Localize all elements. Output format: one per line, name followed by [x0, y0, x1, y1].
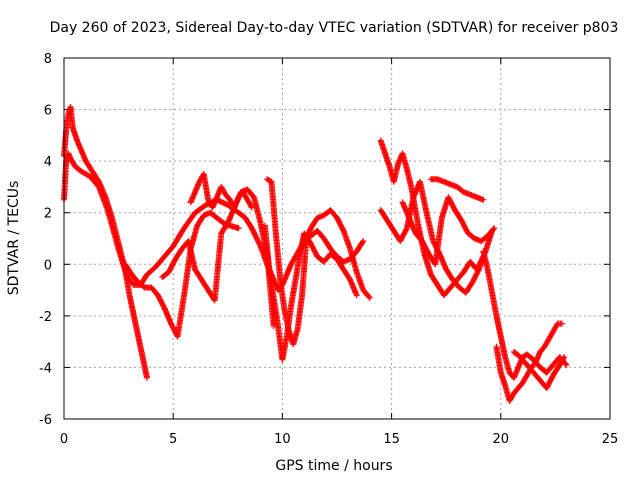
series-trace-b [61, 103, 150, 381]
data-point-fill [248, 203, 255, 210]
y-tick-label: 8 [44, 52, 52, 67]
x-tick-label: 20 [493, 432, 510, 447]
data-points [61, 103, 570, 404]
axis-ticks: 0 5 10 15 20 25 -6 -4 -2 0 2 4 6 8 [39, 52, 618, 447]
data-point [491, 225, 498, 232]
y-tick-label: 2 [44, 207, 52, 222]
y-tick-label: 4 [44, 155, 52, 170]
data-point-fill [560, 355, 567, 362]
data-point [366, 294, 373, 301]
series-trace-c [122, 209, 242, 340]
data-point [480, 196, 487, 203]
x-tick-label: 15 [383, 432, 400, 447]
data-point-fill [339, 226, 346, 233]
series-trace-a [61, 150, 367, 294]
data-point [353, 292, 360, 299]
x-tick-label: 10 [274, 432, 291, 447]
data-point-fill [403, 226, 410, 233]
series-trace-n [510, 348, 568, 392]
data-point [235, 225, 242, 232]
data-point [561, 354, 568, 361]
y-tick-label: 0 [44, 258, 52, 273]
data-point [360, 238, 367, 245]
data-point [563, 361, 570, 368]
data-point-fill [490, 226, 497, 233]
series-trace-f [264, 176, 373, 348]
data-point [143, 374, 150, 381]
y-tick-label: -6 [39, 413, 52, 428]
series-trace-k [427, 176, 487, 203]
x-tick-label: 25 [602, 432, 619, 447]
data-point-fill [365, 293, 372, 300]
series-trace-g [261, 222, 360, 363]
chart-title: Day 260 of 2023, Sidereal Day-to-day VTE… [50, 20, 619, 36]
plot-frame [63, 57, 611, 420]
x-axis-label: GPS time / hours [275, 458, 392, 474]
data-point [558, 320, 565, 327]
series-trace-e [187, 171, 255, 211]
data-point [248, 204, 255, 211]
data-point-fill [475, 267, 482, 274]
data-point-fill [359, 239, 366, 246]
y-tick-label: 6 [44, 104, 52, 119]
x-tick-label: 5 [169, 432, 177, 447]
x-tick-label: 0 [60, 432, 68, 447]
series-trace-j [399, 194, 498, 268]
y-tick-label: -4 [39, 361, 52, 376]
y-axis-label: SDTVAR / TECUs [6, 181, 22, 296]
y-tick-label: -2 [39, 310, 52, 325]
data-point-fill [256, 241, 263, 248]
series-trace-d [159, 186, 277, 330]
